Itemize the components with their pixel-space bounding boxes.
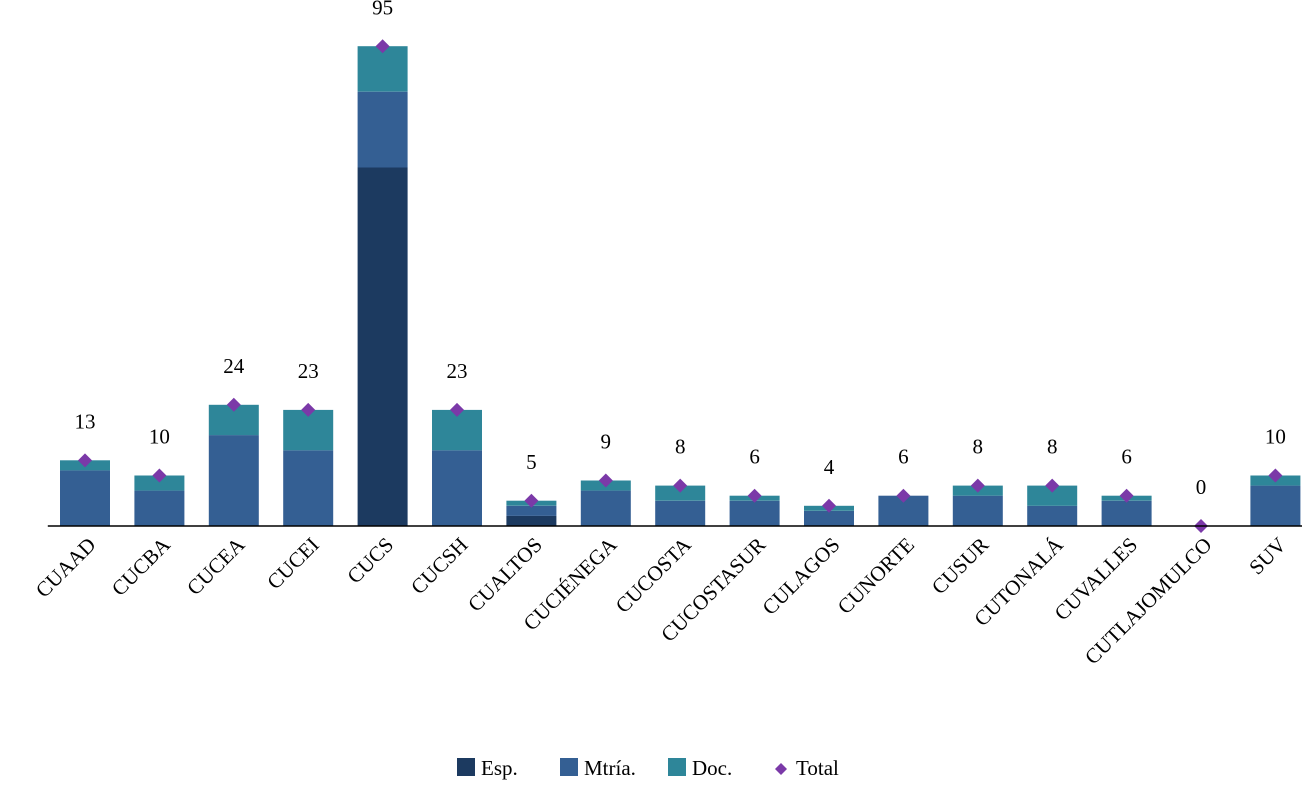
bar-segment-mtra xyxy=(283,450,334,527)
total-marker xyxy=(450,402,464,417)
data-label: 8 xyxy=(675,435,686,459)
total-marker xyxy=(970,478,985,493)
total-marker xyxy=(375,39,390,54)
x-tick-label: CUCEA xyxy=(182,532,250,600)
total-marker xyxy=(152,468,167,483)
data-label: 95 xyxy=(372,0,393,19)
bar-segment-mtra xyxy=(1250,485,1301,526)
data-label: 6 xyxy=(898,445,909,469)
bar-segment-mtra xyxy=(952,495,1003,526)
data-label: 10 xyxy=(1265,425,1286,449)
total-marker xyxy=(598,473,613,488)
x-tick-label: CUTLAJOMULCO xyxy=(1080,533,1217,670)
x-tick-label: CUNORTE xyxy=(833,533,919,619)
bar-segment-doc xyxy=(655,485,706,501)
legend-label: Mtría. xyxy=(584,756,636,780)
total-marker xyxy=(822,498,836,513)
legend: Esp. Mtría. Doc. Total xyxy=(457,756,839,780)
total-marker xyxy=(1268,468,1283,483)
bar-segment-esp xyxy=(357,167,408,526)
data-label: 5 xyxy=(526,450,537,474)
total-marker xyxy=(524,493,539,508)
total-marker xyxy=(226,397,241,412)
data-label: 4 xyxy=(824,455,835,479)
x-tick-label: CUSUR xyxy=(927,533,993,599)
bar-segment-doc xyxy=(134,475,185,491)
data-label: 23 xyxy=(298,359,319,383)
legend-label: Total xyxy=(796,756,839,780)
legend-swatch-total xyxy=(775,763,787,775)
x-tick-labels-group: CUAAD CUCBA CUCEA CUCEI CUCS CUCSHCUALTOSCUCI… xyxy=(31,532,1291,669)
data-label: 13 xyxy=(75,409,96,433)
bar-segment-mtra xyxy=(134,490,185,526)
total-marker xyxy=(78,453,92,468)
x-tick-label: CUCS xyxy=(342,533,398,589)
bar-segment-mtra xyxy=(506,505,557,516)
bar-segment-mtra xyxy=(357,91,408,168)
bar-segment-doc xyxy=(357,46,408,92)
x-tick-label: CULAGOS xyxy=(757,533,844,620)
total-markers-group xyxy=(78,39,1283,533)
data-labels-group: 13 10 24 23 95 23 5 9 8 6 4 6 8 8 6 0 10 xyxy=(75,0,1286,499)
legend-swatch-mtra xyxy=(560,758,578,776)
data-label: 23 xyxy=(447,359,468,383)
total-marker xyxy=(747,488,762,503)
x-tick-label: CUAAD xyxy=(31,533,101,603)
bar-segment-mtra xyxy=(729,500,780,527)
total-marker xyxy=(1045,478,1060,493)
legend-swatch-doc xyxy=(668,758,686,776)
data-label: 24 xyxy=(223,354,245,378)
total-marker xyxy=(1119,488,1134,503)
x-tick-label: SUV xyxy=(1244,533,1291,580)
legend-label: Esp. xyxy=(481,756,518,780)
total-marker xyxy=(673,478,688,493)
data-label: 6 xyxy=(1121,445,1132,469)
legend-swatch-esp xyxy=(457,758,475,776)
bars-group xyxy=(60,46,1301,527)
bar-segment-mtra xyxy=(580,490,631,526)
data-label: 6 xyxy=(749,445,760,469)
bar-segment-mtra xyxy=(208,435,259,526)
bar-segment-mtra xyxy=(1027,505,1078,526)
data-label: 0 xyxy=(1196,475,1207,499)
legend-label: Doc. xyxy=(692,756,732,780)
data-label: 8 xyxy=(973,435,984,459)
bar-segment-mtra xyxy=(432,450,482,527)
bar-segment-mtra xyxy=(655,500,706,527)
total-marker xyxy=(896,488,911,503)
bar-segment-mtra xyxy=(60,470,110,526)
data-label: 10 xyxy=(149,425,170,449)
bar-segment-mtra xyxy=(1101,500,1152,527)
data-label: 9 xyxy=(601,430,612,454)
bar-segment-doc xyxy=(1027,485,1078,506)
bar-segment-esp xyxy=(506,515,557,526)
x-tick-label: CUCBA xyxy=(107,532,176,601)
data-label: 8 xyxy=(1047,435,1058,459)
x-tick-label: CUCEI xyxy=(262,533,324,595)
x-tick-label: CUCSH xyxy=(406,533,472,599)
total-marker xyxy=(301,402,316,417)
bar-segment-mtra xyxy=(804,510,854,526)
